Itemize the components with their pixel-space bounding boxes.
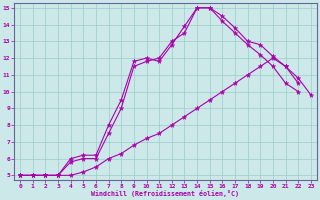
X-axis label: Windchill (Refroidissement éolien,°C): Windchill (Refroidissement éolien,°C) [92,190,239,197]
